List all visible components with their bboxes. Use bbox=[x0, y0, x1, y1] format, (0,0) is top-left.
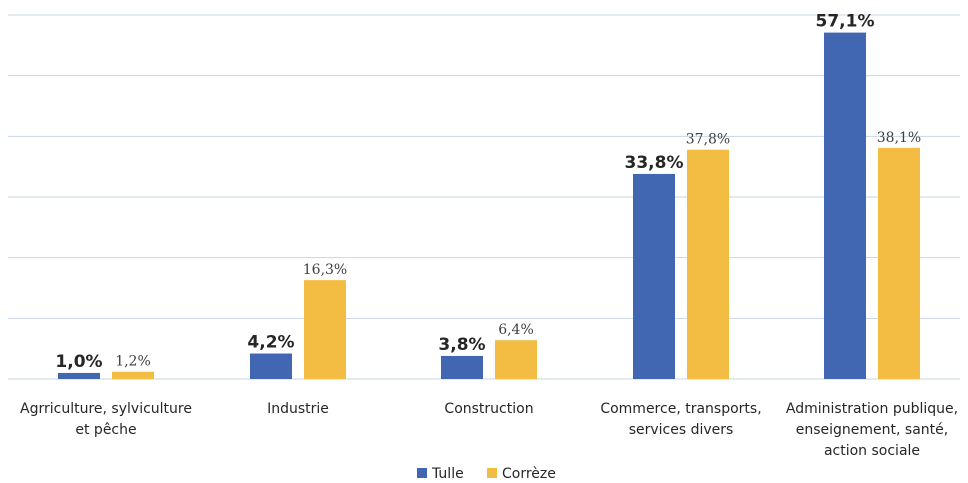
bar-tulle bbox=[824, 32, 866, 380]
category-label: Agrriculture, sylviculture et pêche bbox=[20, 401, 192, 438]
gridlines bbox=[8, 14, 960, 380]
data-label-correze: 16,3% bbox=[303, 262, 347, 278]
bar-tulle bbox=[441, 355, 483, 379]
data-label-correze: 6,4% bbox=[498, 322, 534, 338]
category-label-line: Agrriculture, sylviculture bbox=[20, 401, 192, 417]
bar-correze bbox=[112, 371, 154, 379]
bar-correze bbox=[878, 147, 920, 379]
category-labels: Agrriculture, sylviculture et pêche Indust… bbox=[20, 401, 958, 459]
category-label: Commerce, transports, services divers bbox=[600, 401, 761, 438]
data-label-correze: 37,8% bbox=[686, 132, 730, 148]
category-label-line: Industrie bbox=[267, 401, 329, 417]
category-label: Administration publique, enseignement, sa… bbox=[786, 401, 958, 459]
bar-tulle bbox=[58, 372, 100, 379]
bars bbox=[58, 32, 920, 380]
category-label-line: services divers bbox=[629, 422, 734, 438]
bar-correze bbox=[495, 340, 537, 379]
data-label-tulle: 1,0% bbox=[55, 352, 102, 372]
category-label-line: Administration publique, bbox=[786, 401, 958, 417]
category-label-line: et pêche bbox=[75, 422, 136, 438]
category-label-line: action sociale bbox=[824, 443, 920, 459]
legend-label-tulle: Tulle bbox=[431, 466, 464, 482]
category-label: Industrie bbox=[267, 401, 329, 417]
data-label-tulle: 4,2% bbox=[247, 333, 294, 353]
category-label-line: Construction bbox=[444, 401, 533, 417]
category-label: Construction bbox=[444, 401, 533, 417]
legend-label-correze: Corrèze bbox=[502, 466, 556, 482]
data-label-tulle: 57,1% bbox=[816, 12, 875, 32]
category-label-line: enseignement, santé, bbox=[796, 422, 948, 438]
legend-swatch-tulle bbox=[417, 468, 427, 478]
data-labels: 1,0% 4,2% 3,8% 33,8% 57,1% 1,2% 16,3% 6,4% 37,8%… bbox=[55, 12, 921, 372]
data-label-tulle: 3,8% bbox=[438, 335, 485, 355]
bar-correze bbox=[687, 149, 729, 379]
data-label-correze: 1,2% bbox=[115, 354, 151, 370]
data-label-tulle: 33,8% bbox=[625, 153, 684, 173]
bar-tulle bbox=[250, 353, 292, 379]
bar-correze bbox=[304, 280, 346, 379]
legend: Tulle Corrèze bbox=[417, 466, 556, 482]
data-label-correze: 38,1% bbox=[877, 130, 921, 146]
category-label-line: Commerce, transports, bbox=[600, 401, 761, 417]
bar-tulle bbox=[633, 173, 675, 379]
legend-swatch-correze bbox=[487, 468, 497, 478]
